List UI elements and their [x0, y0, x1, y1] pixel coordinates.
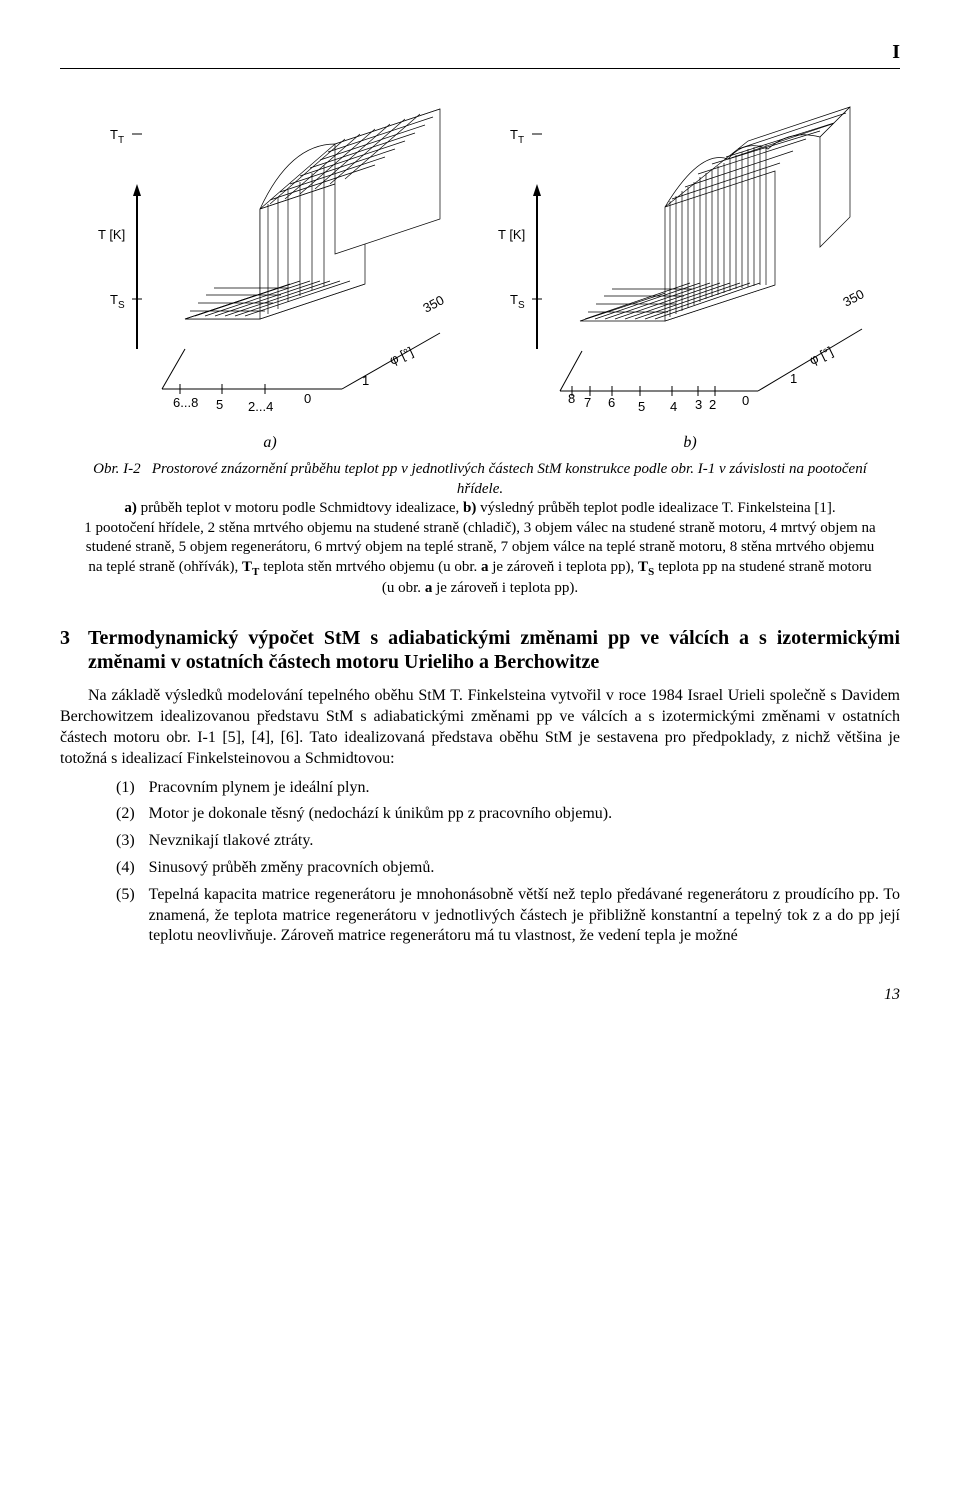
- svg-text:6: 6: [608, 395, 615, 410]
- svg-text:350: 350: [840, 286, 866, 309]
- svg-text:3: 3: [695, 397, 702, 412]
- svg-text:4: 4: [670, 399, 677, 414]
- section-3-heading: 3 Termodynamický výpočet StM s adiabatic…: [60, 626, 900, 674]
- svg-text:TS: TS: [110, 292, 125, 311]
- svg-text:TT: TT: [510, 127, 524, 146]
- assumption-4: (4)Sinusový průběh změny pracovních obje…: [116, 858, 900, 879]
- svg-text:T [K]: T [K]: [498, 227, 525, 242]
- assumption-5: (5)Tepelná kapacita matrice regenerátoru…: [116, 885, 900, 947]
- svg-text:5: 5: [638, 399, 645, 414]
- caption-end: výsledný průběh teplot podle idealizace …: [476, 500, 835, 516]
- svg-text:5: 5: [216, 397, 223, 412]
- caption-italic: Prostorové znázornění průběhu teplot pp …: [152, 461, 867, 497]
- svg-text:1: 1: [790, 371, 797, 386]
- page-roman-header: I: [60, 40, 900, 69]
- svg-text:0: 0: [304, 391, 311, 406]
- figure-i2: TT T [K] TS: [60, 89, 900, 452]
- assumption-3: (3)Nevznikají tlakové ztráty.: [116, 831, 900, 852]
- svg-text:TT: TT: [110, 127, 124, 146]
- svg-text:8: 8: [568, 391, 575, 406]
- svg-text:1: 1: [362, 373, 369, 388]
- caption-a: a): [124, 500, 137, 516]
- assumption-1: (1)Pracovním plynem je ideální plyn.: [116, 778, 900, 799]
- fig-number: Obr. I-2: [93, 461, 141, 477]
- svg-text:350: 350: [420, 292, 446, 315]
- caption-b: b): [463, 500, 476, 516]
- figure-caption: Obr. I-2 Prostorové znázornění průběhu t…: [84, 460, 876, 598]
- figure-svg: TT T [K] TS: [70, 89, 890, 429]
- assumptions-list: (1)Pracovním plynem je ideální plyn. (2)…: [116, 778, 900, 948]
- page-number: 13: [60, 985, 900, 1004]
- panel-a-label: a): [263, 433, 276, 452]
- svg-text:0: 0: [742, 393, 749, 408]
- svg-text:7: 7: [584, 395, 591, 410]
- section-number: 3: [60, 626, 70, 674]
- svg-text:2: 2: [709, 397, 716, 412]
- assumption-2: (2)Motor je dokonale těsný (nedochází k …: [116, 804, 900, 825]
- svg-text:φ [°]: φ [°]: [387, 344, 416, 368]
- svg-text:T [K]: T [K]: [98, 227, 125, 242]
- panel-b-label: b): [683, 433, 696, 452]
- section-title: Termodynamický výpočet StM s adiabatický…: [88, 626, 900, 674]
- svg-text:TS: TS: [510, 292, 525, 311]
- svg-text:2...4: 2...4: [248, 399, 273, 414]
- caption-mid: průběh teplot v motoru podle Schmidtovy …: [137, 500, 463, 516]
- svg-text:6...8: 6...8: [173, 395, 198, 410]
- section-3-para: Na základě výsledků modelování tepelného…: [60, 686, 900, 769]
